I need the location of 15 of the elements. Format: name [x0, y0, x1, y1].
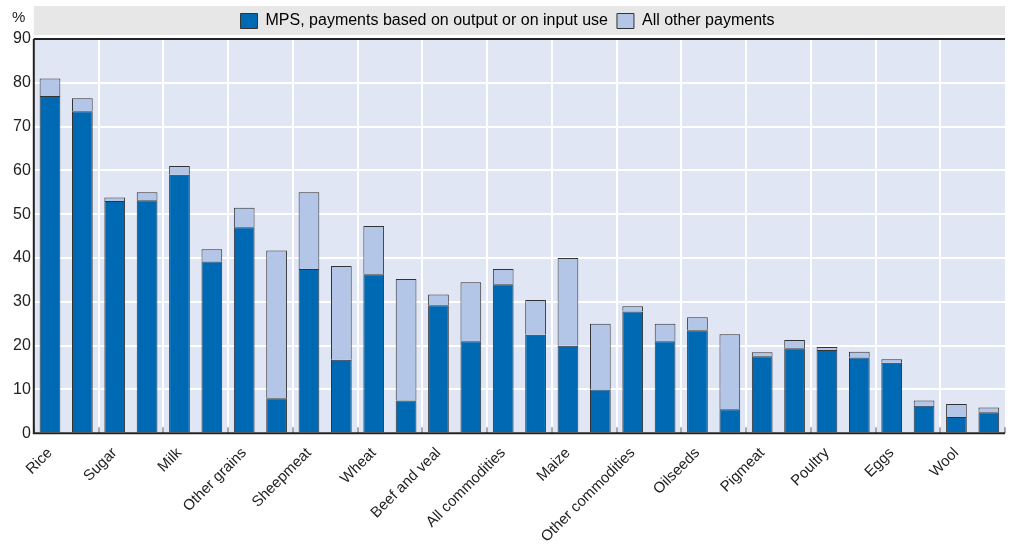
y-tick-label: 60: [13, 160, 31, 178]
y-tick-label: 40: [13, 248, 31, 266]
legend-label: All other payments: [641, 11, 775, 29]
y-tick-label: 70: [13, 117, 31, 135]
y-tick-label: 0: [21, 423, 31, 441]
y-tick-label: 30: [13, 292, 31, 310]
y-tick-label: 90: [13, 29, 31, 47]
y-axis-title: %: [12, 7, 26, 25]
x-tick-label: Rice: [21, 443, 56, 477]
legend-label: MPS, payments based on output or on input use: [265, 11, 609, 29]
y-tick-label: 10: [13, 379, 31, 397]
y-tick-label: 50: [13, 204, 31, 222]
y-tick-label: 80: [13, 73, 31, 91]
y-tick-label: 20: [13, 336, 31, 354]
x-tick-label: Milk: [153, 443, 185, 475]
